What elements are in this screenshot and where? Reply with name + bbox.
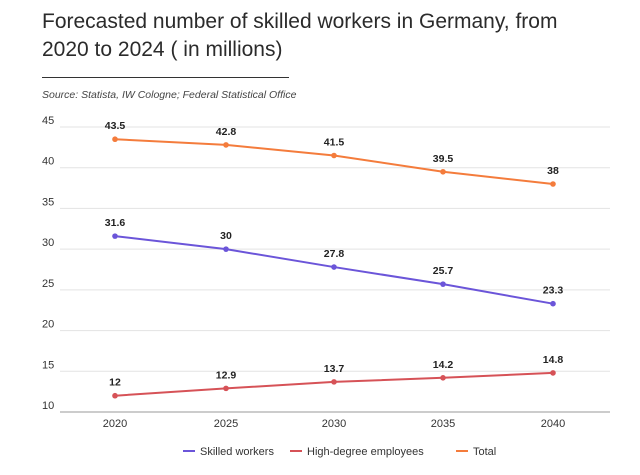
data-label-total: 41.5 <box>324 137 345 149</box>
title-divider <box>42 77 289 78</box>
chart-title: Forecasted number of skilled workers in … <box>42 10 558 61</box>
data-label-high-degree-employees: 14.8 <box>543 354 564 366</box>
y-tick-label: 35 <box>42 196 54 208</box>
legend-label-total: Total <box>473 446 496 458</box>
y-tick-label: 15 <box>42 359 54 371</box>
y-tick-label: 40 <box>42 156 54 168</box>
y-tick-label: 25 <box>42 278 54 290</box>
data-point-high-degree-employees <box>550 370 556 376</box>
y-tick-label: 10 <box>42 400 54 412</box>
data-point-high-degree-employees <box>112 392 118 399</box>
data-label-high-degree-employees: 14.2 <box>433 359 454 371</box>
data-label-total: 39.5 <box>433 153 454 165</box>
x-tick-label: 2030 <box>322 418 346 430</box>
data-point-skilled-workers <box>331 264 337 270</box>
data-point-skilled-workers <box>112 233 118 239</box>
data-label-total: 43.5 <box>105 120 126 132</box>
x-tick-label: 2020 <box>103 418 127 430</box>
data-point-total <box>112 136 118 143</box>
data-label-high-degree-employees: 13.7 <box>324 363 345 375</box>
data-label-skilled-workers: 30 <box>220 230 232 242</box>
data-label-total: 38 <box>547 165 559 177</box>
y-tick-label: 20 <box>42 319 54 331</box>
data-label-skilled-workers: 27.8 <box>324 248 345 260</box>
data-point-high-degree-employees <box>223 385 229 392</box>
legend: Skilled workers High-degree employees Tota… <box>183 446 496 458</box>
legend-label-high-degree-employees: High-degree employees <box>307 446 424 458</box>
x-tick-label: 2035 <box>431 418 455 430</box>
data-label-high-degree-employees: 12.9 <box>216 369 237 381</box>
data-label-skilled-workers: 23.3 <box>543 285 564 297</box>
data-label-high-degree-employees: 12 <box>109 377 121 389</box>
data-point-high-degree-employees <box>331 379 337 385</box>
data-point-total <box>440 168 446 175</box>
data-point-skilled-workers <box>550 300 556 307</box>
x-axis-ticks: 2020 2025 2030 2035 2040 <box>103 418 565 430</box>
grid-lines <box>60 126 610 413</box>
data-labels: 31.6 30 27.8 25.7 23.3 12 12.9 13.7 14.2 14.8 43.5… <box>105 120 564 389</box>
data-point-skilled-workers <box>440 281 446 287</box>
legend-label-skilled-workers: Skilled workers <box>200 446 274 458</box>
data-point-total <box>550 181 556 187</box>
source-note: Source: Statista, IW Cologne; Federal St… <box>42 89 297 101</box>
y-tick-label: 30 <box>42 237 54 249</box>
series-line-skilled-workers <box>114 235 554 305</box>
x-tick-label: 2025 <box>214 418 238 430</box>
data-point-total <box>331 152 337 159</box>
data-point-total <box>223 142 229 148</box>
data-point-skilled-workers <box>223 246 229 252</box>
series-group <box>112 136 556 399</box>
y-tick-label: 45 <box>42 115 54 127</box>
data-label-total: 42.8 <box>216 126 237 138</box>
x-tick-label: 2040 <box>541 418 565 430</box>
data-point-high-degree-employees <box>440 375 446 381</box>
y-axis-ticks: 10 15 20 25 30 35 40 45 <box>42 115 54 412</box>
data-label-skilled-workers: 25.7 <box>433 265 454 277</box>
data-label-skilled-workers: 31.6 <box>105 217 126 229</box>
